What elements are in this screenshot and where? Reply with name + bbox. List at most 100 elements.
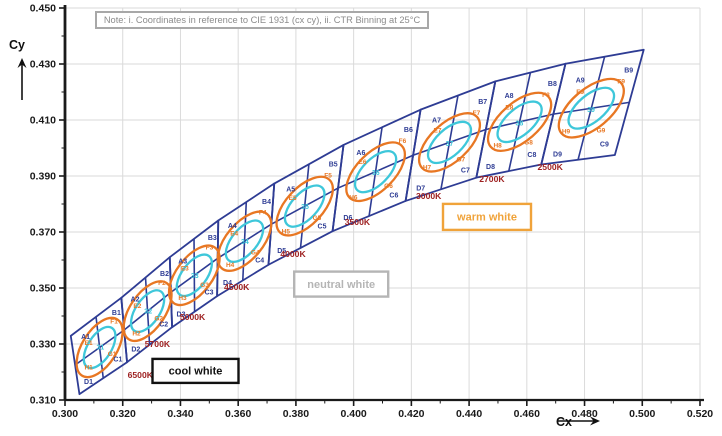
svg-text:A1: A1	[81, 334, 90, 341]
svg-text:G7: G7	[456, 156, 465, 163]
svg-text:C3: C3	[205, 289, 214, 296]
svg-text:F3: F3	[206, 245, 214, 252]
svg-text:E7: E7	[434, 128, 442, 135]
svg-text:D7: D7	[416, 186, 425, 193]
svg-text:38: 38	[516, 121, 524, 128]
svg-text:C5: C5	[318, 224, 327, 231]
y-axis-title: Cy	[9, 38, 25, 52]
svg-text:0.300: 0.300	[52, 408, 78, 420]
svg-text:D3: D3	[177, 312, 186, 319]
svg-text:B2: B2	[160, 271, 169, 278]
svg-text:G4: G4	[251, 249, 260, 256]
chart-note: Note: i. Coordinates in reference to CIE…	[95, 11, 429, 29]
svg-text:H3: H3	[178, 295, 187, 302]
svg-text:C1: C1	[113, 357, 122, 364]
svg-text:0.330: 0.330	[30, 339, 56, 351]
svg-text:B7: B7	[478, 99, 487, 106]
svg-text:34: 34	[241, 239, 249, 246]
svg-text:E1: E1	[85, 340, 93, 347]
svg-text:0.520: 0.520	[687, 408, 713, 420]
svg-text:5700K: 5700K	[145, 339, 171, 349]
svg-text:4000K: 4000K	[280, 249, 306, 259]
svg-text:C6: C6	[389, 192, 398, 199]
svg-text:H8: H8	[493, 142, 502, 149]
svg-text:A9: A9	[576, 78, 585, 85]
svg-text:E4: E4	[230, 231, 238, 238]
axes	[59, 5, 704, 406]
svg-text:D6: D6	[343, 215, 352, 222]
svg-text:0.370: 0.370	[30, 227, 56, 239]
svg-text:H2: H2	[132, 330, 141, 337]
svg-text:G2: G2	[154, 316, 163, 323]
svg-text:D9: D9	[553, 152, 562, 159]
svg-text:F1: F1	[110, 319, 118, 326]
svg-text:0.410: 0.410	[30, 115, 56, 127]
bin-labels: A1 B1 C1 D1 E1 F1 G1 H1 31 A2 B2 C2 D2 E2 F2 G2 H2 32 A3 B3…	[81, 67, 633, 386]
svg-text:C9: C9	[600, 141, 609, 148]
svg-text:A4: A4	[228, 223, 237, 230]
svg-text:6500K: 6500K	[128, 370, 154, 380]
svg-text:0.350: 0.350	[30, 283, 56, 295]
svg-text:2700K: 2700K	[479, 174, 505, 184]
svg-text:B4: B4	[262, 199, 271, 206]
svg-text:0.430: 0.430	[30, 59, 56, 71]
svg-text:G1: G1	[108, 351, 117, 358]
svg-text:F6: F6	[399, 138, 407, 145]
svg-text:0.500: 0.500	[629, 408, 655, 420]
svg-text:0.390: 0.390	[30, 171, 56, 183]
tick-labels: 0.300 0.320 0.340 0.360 0.380 0.400 0.420 0.440…	[30, 3, 714, 421]
svg-text:D2: D2	[131, 346, 140, 353]
svg-text:F8: F8	[542, 92, 550, 99]
svg-text:0.310: 0.310	[30, 395, 56, 407]
svg-text:G5: G5	[313, 215, 322, 222]
svg-text:F5: F5	[324, 173, 332, 180]
svg-text:36: 36	[372, 170, 380, 177]
svg-text:0.400: 0.400	[340, 408, 366, 420]
svg-text:D8: D8	[486, 164, 495, 171]
svg-text:F7: F7	[473, 110, 481, 117]
svg-text:0.450: 0.450	[30, 3, 56, 15]
svg-text:0.380: 0.380	[283, 408, 309, 420]
svg-text:0.360: 0.360	[225, 408, 251, 420]
svg-text:35: 35	[301, 204, 309, 211]
svg-text:31: 31	[97, 345, 105, 352]
svg-text:G8: G8	[524, 139, 533, 146]
svg-text:B3: B3	[208, 235, 217, 242]
svg-text:A2: A2	[131, 297, 140, 304]
svg-text:4500K: 4500K	[224, 282, 250, 292]
x-axis-title-wrap: Cx	[556, 415, 600, 429]
svg-text:A7: A7	[432, 118, 441, 125]
svg-text:B1: B1	[112, 310, 121, 317]
svg-text:C2: C2	[159, 322, 168, 329]
svg-text:0.440: 0.440	[456, 408, 482, 420]
svg-text:F2: F2	[158, 280, 166, 287]
svg-text:B5: B5	[329, 162, 338, 169]
svg-text:0.480: 0.480	[571, 408, 597, 420]
svg-text:B6: B6	[404, 127, 413, 134]
svg-text:H4: H4	[226, 262, 235, 269]
svg-text:37: 37	[446, 141, 454, 148]
svg-text:0.420: 0.420	[398, 408, 424, 420]
cy-axis-arrow-icon	[17, 58, 27, 100]
svg-text:0.340: 0.340	[167, 408, 193, 420]
svg-text:5000K: 5000K	[180, 312, 206, 322]
svg-text:3500K: 3500K	[345, 217, 371, 227]
x-axis-title: Cx	[556, 415, 572, 429]
svg-text:E2: E2	[133, 303, 141, 310]
svg-text:B9: B9	[624, 67, 633, 74]
svg-text:D1: D1	[84, 379, 93, 386]
svg-text:A6: A6	[356, 150, 365, 157]
svg-text:H5: H5	[282, 229, 291, 236]
svg-text:2500K: 2500K	[538, 162, 564, 172]
svg-text:H1: H1	[84, 365, 93, 372]
svg-text:D5: D5	[277, 248, 286, 255]
svg-text:H7: H7	[423, 164, 432, 171]
svg-text:E3: E3	[181, 266, 189, 273]
cx-axis-arrow-icon	[558, 416, 600, 426]
svg-text:D4: D4	[223, 280, 232, 287]
svg-text:33: 33	[191, 273, 199, 280]
svg-text:C8: C8	[527, 152, 536, 159]
svg-text:neutral white: neutral white	[307, 279, 375, 291]
svg-text:C4: C4	[255, 257, 264, 264]
